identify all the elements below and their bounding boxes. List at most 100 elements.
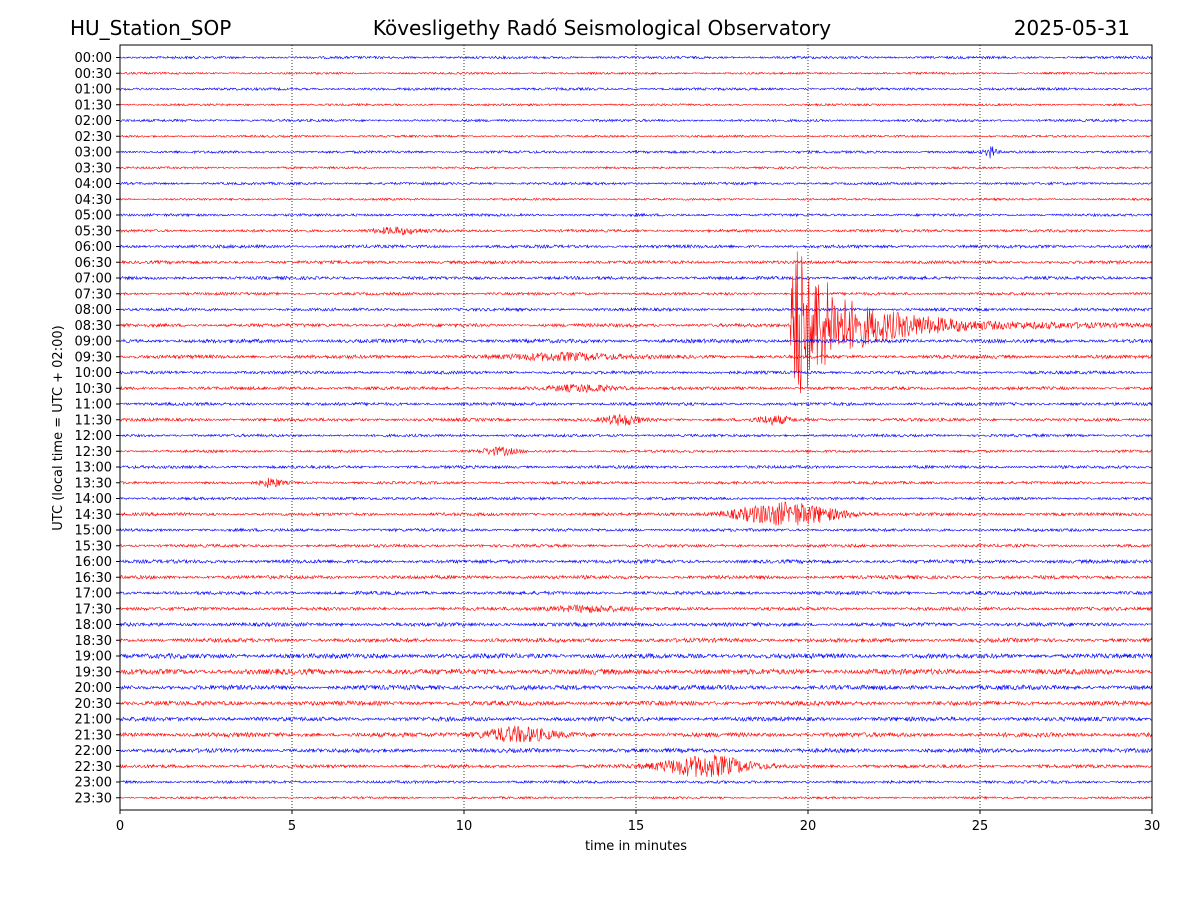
y-tick-label: 06:00	[75, 240, 112, 255]
seismogram-traces	[119, 55, 1153, 800]
y-tick-label: 10:00	[75, 366, 112, 381]
trace-2200	[119, 747, 1153, 754]
y-tick-label: 12:30	[75, 445, 112, 460]
x-axis-ticks: 0 5 10 15 20 25 30	[116, 810, 1160, 834]
trace-0800	[119, 306, 1153, 313]
y-tick-label: 23:00	[75, 776, 112, 791]
x-tick-label: 20	[800, 819, 817, 834]
trace-1300	[119, 464, 1153, 470]
y-tick-label: 14:30	[75, 508, 112, 523]
y-tick-label: 20:30	[75, 697, 112, 712]
y-tick-label: 16:00	[75, 555, 112, 570]
y-tick-label: 15:00	[75, 524, 112, 539]
trace-1830	[119, 637, 1153, 644]
y-tick-label: 11:30	[75, 413, 112, 428]
y-tick-label: 17:00	[75, 587, 112, 602]
trace-2230	[119, 754, 1153, 778]
trace-1230	[119, 446, 1153, 457]
y-tick-label: 05:00	[75, 209, 112, 224]
y-tick-label: 08:30	[75, 319, 112, 334]
y-tick-label: 00:30	[75, 67, 112, 82]
y-tick-label: 13:30	[75, 476, 112, 491]
y-tick-label: 10:30	[75, 382, 112, 397]
trace-1530	[119, 543, 1153, 549]
trace-0930	[119, 351, 1153, 362]
y-tick-label: 11:00	[75, 398, 112, 413]
y-tick-label: 18:30	[75, 634, 112, 649]
x-tick-label: 0	[116, 819, 124, 834]
y-tick-label: 22:30	[75, 760, 112, 775]
y-tick-label: 09:30	[75, 350, 112, 365]
trace-0330	[119, 165, 1153, 170]
y-tick-label: 06:30	[75, 256, 112, 271]
trace-0030	[119, 71, 1153, 76]
trace-1200	[119, 433, 1153, 438]
y-axis-label: UTC (local time = UTC + 02:00)	[51, 325, 66, 530]
trace-1000	[119, 369, 1153, 376]
y-tick-label: 12:00	[75, 429, 112, 444]
y-tick-label: 02:00	[75, 114, 112, 129]
y-axis-ticks: 00:0000:3001:0001:3002:0002:3003:0003:30…	[75, 51, 120, 806]
trace-0100	[119, 86, 1153, 92]
trace-1030	[119, 383, 1153, 393]
y-tick-label: 21:30	[75, 728, 112, 743]
x-axis-label: time in minutes	[585, 839, 687, 854]
y-tick-label: 13:00	[75, 461, 112, 476]
y-tick-label: 19:00	[75, 650, 112, 665]
y-tick-label: 08:00	[75, 303, 112, 318]
grid-lines	[291, 45, 981, 810]
trace-1730	[119, 604, 1153, 614]
trace-1400	[119, 495, 1153, 501]
trace-1800	[119, 621, 1153, 628]
y-tick-label: 04:30	[75, 193, 112, 208]
y-tick-label: 07:30	[75, 287, 112, 302]
y-tick-label: 14:00	[75, 492, 112, 507]
trace-1700	[119, 590, 1153, 596]
y-tick-label: 02:30	[75, 130, 112, 145]
trace-1900	[119, 652, 1153, 660]
trace-1100	[119, 401, 1153, 407]
trace-0500	[119, 212, 1153, 218]
trace-0530	[119, 226, 1153, 236]
trace-1630	[119, 574, 1153, 581]
y-tick-label: 20:00	[75, 681, 112, 696]
trace-0600	[119, 243, 1153, 250]
trace-2000	[119, 684, 1153, 691]
station-name: HU_Station_SOP	[70, 16, 232, 40]
y-tick-label: 05:30	[75, 224, 112, 239]
trace-1130	[119, 413, 1153, 426]
y-tick-label: 15:30	[75, 539, 112, 554]
y-tick-label: 01:00	[75, 83, 112, 98]
y-tick-label: 19:30	[75, 665, 112, 680]
y-tick-label: 01:30	[75, 98, 112, 113]
trace-0200	[119, 118, 1153, 123]
y-tick-label: 23:30	[75, 791, 112, 806]
trace-0430	[119, 197, 1153, 202]
x-tick-label: 5	[288, 819, 296, 834]
x-tick-label: 15	[628, 819, 645, 834]
y-tick-label: 16:30	[75, 571, 112, 586]
y-tick-label: 18:00	[75, 618, 112, 633]
trace-0830	[119, 251, 1153, 394]
trace-1430	[119, 501, 1153, 526]
trace-0300	[119, 146, 1153, 159]
trace-0730	[119, 291, 1153, 297]
y-tick-label: 00:00	[75, 51, 112, 66]
trace-0700	[119, 275, 1153, 281]
trace-0230	[119, 134, 1153, 139]
y-tick-label: 22:00	[75, 744, 112, 759]
trace-2030	[119, 699, 1153, 707]
y-tick-label: 17:30	[75, 602, 112, 617]
chart-date: 2025-05-31	[1013, 16, 1130, 40]
trace-0400	[119, 181, 1153, 186]
y-tick-label: 03:30	[75, 161, 112, 176]
trace-2100	[119, 715, 1153, 723]
trace-2300	[119, 779, 1153, 785]
y-tick-label: 03:00	[75, 146, 112, 161]
x-tick-label: 30	[1144, 819, 1161, 834]
chart-title: Kövesligethy Radó Seismological Observat…	[372, 16, 832, 40]
y-tick-label: 09:00	[75, 335, 112, 350]
trace-1600	[119, 558, 1153, 565]
trace-0900	[119, 337, 1153, 345]
